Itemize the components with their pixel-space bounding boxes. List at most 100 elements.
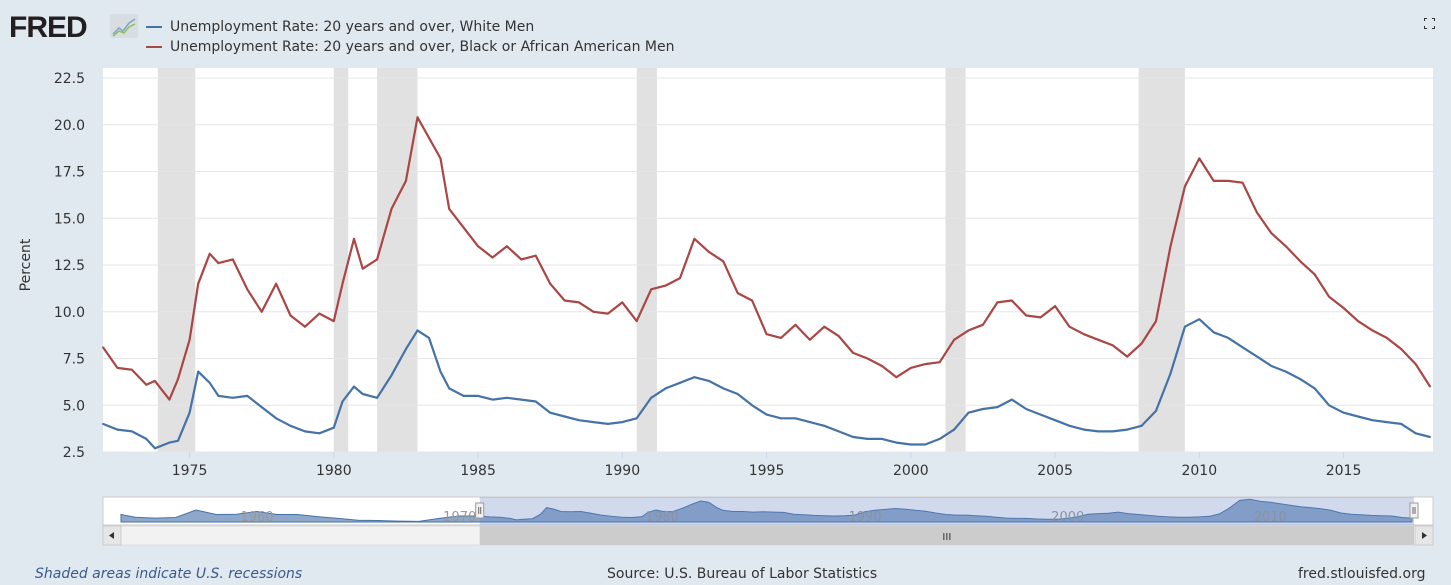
recession-band (333, 68, 349, 452)
data-point (116, 366, 119, 369)
navigator-handle[interactable] (1409, 502, 1419, 519)
data-point (318, 432, 321, 435)
data-point (168, 398, 171, 401)
data-point (765, 413, 768, 416)
data-point (1155, 409, 1157, 412)
data-point (1256, 355, 1258, 358)
navigator-selection (479, 497, 1414, 525)
data-point (909, 366, 912, 369)
data-point (563, 299, 566, 302)
recession-band (157, 68, 196, 452)
data-point (416, 329, 419, 332)
data-point (477, 395, 479, 397)
data-point (722, 260, 725, 263)
data-point (953, 338, 955, 341)
data-point (506, 245, 508, 248)
data-point (953, 428, 955, 431)
y-tick-label: 20.0 (54, 118, 85, 134)
data-point (1284, 370, 1287, 373)
data-point (693, 376, 696, 379)
data-point (462, 226, 465, 229)
data-point (231, 258, 234, 261)
data-point (808, 421, 811, 423)
data-point (1270, 232, 1273, 235)
x-tick-label: 2005 (1037, 463, 1073, 479)
data-point (1284, 245, 1287, 248)
y-tick-label: 2.5 (63, 445, 85, 461)
data-point (606, 312, 609, 315)
site-link[interactable]: fred.stlouisfed.org (1298, 566, 1426, 582)
recession-band (377, 68, 418, 452)
x-tick-label: 2015 (1326, 463, 1362, 479)
data-point (924, 363, 927, 366)
plot-area (103, 68, 1433, 452)
data-point (462, 395, 465, 397)
data-point (592, 310, 595, 313)
data-point (1400, 423, 1403, 425)
legend-swatch (146, 26, 162, 28)
data-point (353, 237, 355, 240)
data-point (376, 396, 378, 399)
data-point (1212, 179, 1215, 182)
data-point (318, 312, 321, 315)
navigator-label: 2000 (1051, 510, 1084, 525)
data-point (1039, 316, 1042, 319)
recession-note: Shaded areas indicate U.S. recessions (35, 566, 303, 582)
data-point (837, 430, 840, 433)
data-point (679, 381, 681, 384)
data-point (197, 370, 200, 373)
data-point (439, 370, 442, 373)
data-point (177, 378, 179, 380)
legend: Unemployment Rate: 20 years and over, Wh… (146, 17, 674, 57)
data-point (116, 428, 119, 431)
data-point (563, 415, 566, 418)
source-note: Source: U.S. Bureau of Labor Statistics (607, 566, 878, 582)
navigator-label: 1990 (849, 510, 882, 525)
data-point (1241, 181, 1244, 184)
data-point (1400, 348, 1403, 351)
y-tick-label: 12.5 (54, 258, 85, 274)
data-point (549, 411, 552, 414)
data-point (780, 417, 782, 420)
data-point (130, 368, 133, 371)
data-point (1385, 421, 1388, 423)
data-point (1155, 320, 1157, 322)
recession-band (1138, 68, 1185, 452)
x-tick-label: 1995 (749, 463, 785, 479)
arrow-left-icon (109, 532, 114, 539)
y-tick-label: 10.0 (54, 305, 85, 321)
legend-label: Unemployment Rate: 20 years and over, Wh… (170, 19, 535, 35)
data-point (520, 398, 523, 401)
data-point (341, 400, 344, 403)
data-point (260, 310, 263, 313)
legend-item-white-men[interactable]: Unemployment Rate: 20 years and over, Wh… (146, 17, 674, 37)
chart: 2.5 5.0 7.5 10.0 12.5 15.0 17.5 20.0 22.5 1975 198… (18, 68, 1434, 546)
data-point (866, 357, 869, 360)
legend-item-black-men[interactable]: Unemployment Rate: 20 years and over, Bl… (146, 37, 674, 57)
data-point (289, 314, 292, 317)
data-point (231, 396, 234, 399)
data-point (1068, 424, 1071, 427)
data-point (361, 393, 364, 395)
data-point (967, 411, 970, 414)
data-point (353, 385, 355, 388)
recession-band (636, 68, 657, 452)
data-point (679, 277, 681, 279)
data-point (145, 383, 148, 386)
data-point (1429, 385, 1432, 388)
data-point (246, 288, 249, 291)
data-point (1054, 305, 1056, 308)
fred-logo[interactable]: FRED (9, 11, 88, 44)
x-tick-label: 1975 (172, 463, 208, 479)
data-point (823, 424, 826, 427)
data-point (650, 288, 653, 291)
navigator-handle[interactable] (475, 502, 485, 519)
data-point (428, 337, 430, 339)
x-tick-label: 2000 (893, 463, 929, 479)
data-point (102, 423, 104, 425)
scrollbar-thumb[interactable] (479, 526, 1414, 545)
data-point (794, 323, 797, 326)
data-point (664, 387, 667, 390)
data-point (275, 282, 278, 285)
data-point (1198, 318, 1201, 321)
